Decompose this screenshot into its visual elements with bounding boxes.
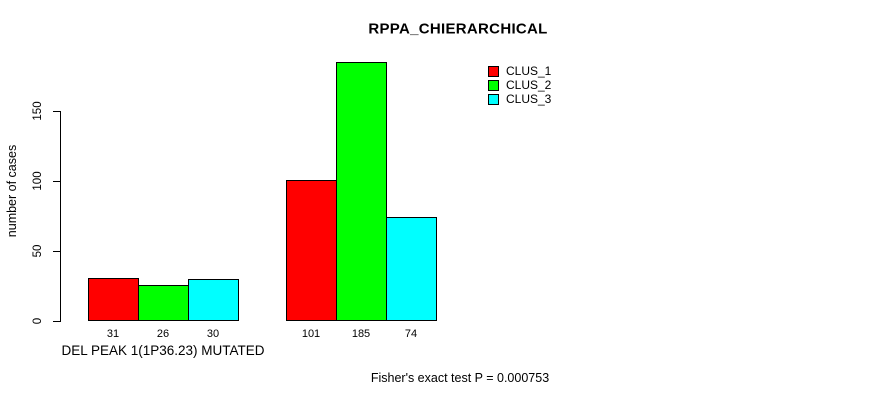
y-axis-tick-label: 0 <box>32 317 44 325</box>
bar-clus_3-group2 <box>386 217 437 321</box>
bar-clus_1-group2 <box>286 180 337 321</box>
bar-value-label: 74 <box>404 328 418 340</box>
legend-label: CLUS_2 <box>506 78 552 92</box>
legend-swatch <box>488 66 499 77</box>
bar-value-label: 31 <box>106 328 120 340</box>
bar-clus_1-group1 <box>88 278 139 321</box>
y-axis-tick <box>53 111 61 112</box>
y-axis-tick-label: 100 <box>32 171 44 191</box>
legend-label: CLUS_1 <box>506 64 552 78</box>
legend-label: CLUS_3 <box>506 92 552 106</box>
legend-item: CLUS_1 <box>488 64 552 78</box>
legend-item: CLUS_2 <box>488 78 552 92</box>
chart-title: RPPA_CHIERARCHICAL <box>368 20 548 38</box>
y-axis-tick-label: 50 <box>32 244 44 258</box>
bar-clus_2-group1 <box>138 285 189 321</box>
bar-clus_2-group2 <box>336 62 387 321</box>
bar-value-label: 30 <box>206 328 220 340</box>
legend-swatch <box>488 80 499 91</box>
y-axis-tick <box>53 181 61 182</box>
bar-value-label: 185 <box>351 328 371 340</box>
bar-value-label: 101 <box>301 328 321 340</box>
y-axis-tick-label: 150 <box>32 101 44 121</box>
legend: CLUS_1 CLUS_2 CLUS_3 <box>488 64 552 106</box>
y-axis-tick <box>53 251 61 252</box>
bar-clus_3-group1 <box>188 279 239 321</box>
y-axis-tick <box>53 321 61 322</box>
bar-value-label: 26 <box>156 328 170 340</box>
x-group-label: DEL PEAK 1(1P36.23) MUTATED <box>61 343 265 358</box>
legend-item: CLUS_3 <box>488 92 552 106</box>
legend-swatch <box>488 94 499 105</box>
y-axis-line <box>60 111 61 322</box>
fisher-test-caption: Fisher's exact test P = 0.000753 <box>370 371 550 385</box>
